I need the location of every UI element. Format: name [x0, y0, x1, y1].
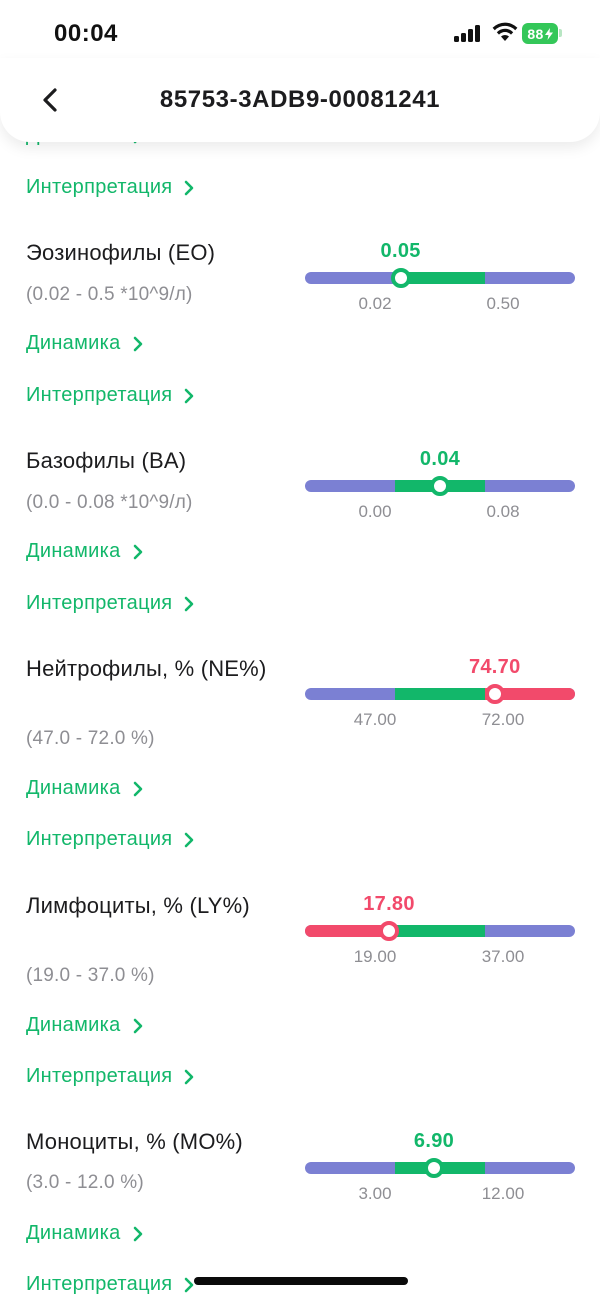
scale-high-label: 12.00 — [481, 1184, 525, 1203]
wifi-icon — [492, 22, 518, 41]
scale-high-label: 0.50 — [486, 294, 520, 313]
test-range: (47.0 - 72.0 %) — [26, 728, 155, 749]
status-bar: 00:04 88 — [0, 0, 600, 66]
chevron-right-icon — [185, 388, 194, 403]
dynamics-label: Динамика — [26, 540, 121, 562]
scale-track — [305, 272, 575, 284]
chevron-left-icon — [43, 88, 57, 112]
back-button[interactable] — [30, 80, 70, 120]
test-name: Моноциты, % (MO%) — [26, 1129, 243, 1154]
interpretation-link[interactable]: Интерпретация — [26, 176, 194, 199]
chevron-right-icon — [185, 180, 194, 195]
dynamics-label: Динамика — [26, 1014, 121, 1036]
result-scale: 74.70 47.00 72.00 — [305, 656, 575, 729]
header: 85753-3ADB9-00081241 — [0, 58, 600, 142]
scale-low-label: 0.02 — [358, 294, 392, 313]
chevron-right-icon — [185, 1277, 194, 1292]
scale-normal-range — [395, 925, 485, 937]
result-value: 17.80 — [363, 893, 415, 915]
scale-high-label: 0.08 — [486, 502, 520, 521]
chevron-right-icon — [133, 1018, 142, 1033]
interpretation-link[interactable]: Интерпретация — [26, 1273, 194, 1296]
value-marker — [379, 921, 399, 941]
interpretation-link[interactable]: Интерпретация — [26, 592, 194, 615]
scale-high-segment — [485, 688, 575, 700]
result-value: 6.90 — [413, 1130, 455, 1152]
result-value: 0.04 — [419, 448, 461, 470]
cellular-signal-icon — [454, 25, 484, 42]
scale-low-label: 3.00 — [358, 1184, 392, 1203]
chevron-right-icon — [185, 1069, 194, 1084]
scale-track — [305, 925, 575, 937]
chevron-right-icon — [185, 596, 194, 611]
dynamics-link[interactable]: Динамика — [26, 777, 143, 800]
dynamics-label: Динамика — [26, 777, 121, 799]
test-range: (0.0 - 0.08 *10^9/л) — [26, 492, 193, 513]
interpretation-label: Интерпретация — [26, 384, 173, 406]
value-marker — [390, 268, 411, 288]
scale-high-label: 72.00 — [481, 710, 525, 729]
result-value: 0.05 — [380, 240, 421, 262]
test-name: Базофилы (BA) — [26, 448, 187, 473]
dynamics-label: Динамика — [26, 332, 121, 354]
chevron-right-icon — [133, 336, 142, 351]
scale-low-label: 0.00 — [358, 502, 392, 521]
value-marker — [424, 1158, 444, 1178]
dynamics-link[interactable]: Динамика — [26, 540, 143, 563]
chevron-right-icon — [133, 1226, 142, 1241]
scale-normal-range — [395, 688, 485, 700]
value-marker — [484, 684, 505, 704]
test-range: (19.0 - 37.0 %) — [26, 965, 155, 986]
scale-high-label: 37.00 — [481, 947, 525, 966]
chevron-right-icon — [133, 544, 142, 559]
battery-tip — [559, 29, 562, 37]
test-name: Нейтрофилы, % (NE%) — [26, 656, 267, 681]
page-title: 85753-3ADB9-00081241 — [159, 86, 441, 113]
chevron-right-icon — [185, 832, 194, 847]
interpretation-link[interactable]: Интерпретация — [26, 384, 194, 407]
test-range: (0.02 - 0.5 *10^9/л) — [26, 284, 193, 305]
interpretation-label: Интерпретация — [26, 1273, 173, 1295]
result-value: 74.70 — [468, 656, 521, 678]
test-range: (3.0 - 12.0 %) — [26, 1172, 144, 1193]
dynamics-link[interactable]: Динамика — [26, 1014, 143, 1037]
scale-low-segment — [305, 925, 395, 937]
scale-normal-range — [395, 272, 485, 284]
result-scale: 0.05 0.02 0.50 — [305, 240, 575, 313]
scale-low-label: 47.00 — [353, 710, 397, 729]
result-scale: 17.80 19.00 37.00 — [305, 893, 575, 966]
result-scale: 6.90 3.00 12.00 — [305, 1130, 575, 1203]
status-time: 00:04 — [54, 20, 118, 47]
dynamics-link[interactable]: Динамика — [26, 1222, 143, 1245]
dynamics-link[interactable]: Динамика — [26, 332, 143, 355]
chevron-right-icon — [133, 781, 142, 796]
result-scale: 0.04 0.00 0.08 — [305, 448, 575, 521]
test-name: Лимфоциты, % (LY%) — [26, 893, 250, 918]
interpretation-link[interactable]: Интерпретация — [26, 828, 194, 851]
dynamics-label: Динамика — [26, 1222, 121, 1244]
scale-low-label: 19.00 — [353, 947, 397, 966]
interpretation-label: Интерпретация — [26, 1065, 173, 1087]
battery-icon: 88 — [522, 23, 558, 44]
home-indicator — [194, 1277, 408, 1285]
battery-level: 88 — [527, 25, 544, 42]
scale-track — [305, 688, 575, 700]
test-name: Эозинофилы (EO) — [26, 240, 216, 265]
interpretation-label: Интерпретация — [26, 592, 173, 614]
interpretation-link[interactable]: Интерпретация — [26, 1065, 194, 1088]
charging-bolt-icon — [544, 27, 553, 40]
interpretation-label: Интерпретация — [26, 176, 173, 198]
value-marker — [430, 476, 450, 496]
interpretation-label: Интерпретация — [26, 828, 173, 850]
